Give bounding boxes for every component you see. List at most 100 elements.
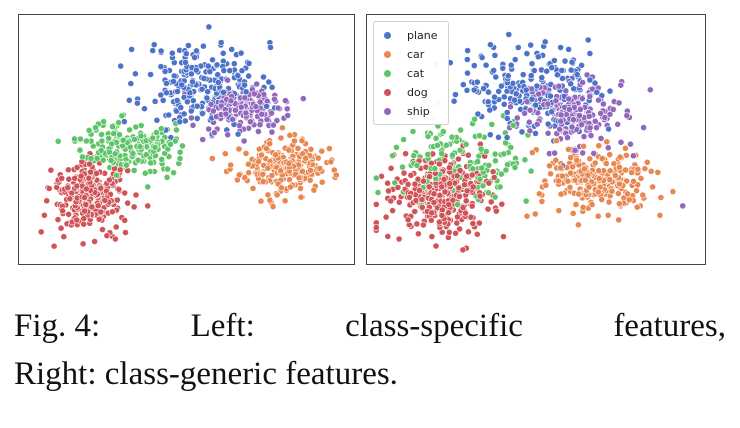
point-ship: [601, 114, 609, 121]
point-car: [606, 167, 614, 175]
point-cat: [448, 133, 456, 141]
point-plane: [141, 105, 148, 113]
point-car: [302, 154, 310, 162]
point-car: [623, 177, 631, 185]
point-ship: [679, 202, 687, 210]
point-plane: [134, 99, 141, 107]
point-car: [656, 211, 664, 219]
point-cat: [129, 149, 137, 157]
point-dog: [456, 167, 464, 174]
point-plane: [486, 106, 494, 114]
point-car: [287, 183, 294, 191]
point-cat: [105, 134, 113, 142]
point-car: [580, 165, 588, 173]
point-plane: [176, 118, 184, 126]
point-cat: [136, 143, 144, 151]
point-dog: [462, 197, 470, 205]
point-car: [625, 196, 633, 204]
point-cat: [113, 171, 120, 179]
point-car: [259, 170, 267, 178]
point-car: [259, 178, 267, 185]
point-plane: [245, 60, 253, 67]
point-car: [616, 153, 624, 161]
point-plane: [548, 64, 556, 72]
point-dog: [461, 181, 468, 189]
point-plane: [125, 96, 133, 104]
point-ship: [587, 132, 595, 139]
point-dog: [57, 224, 65, 232]
point-car: [249, 184, 257, 192]
point-cat: [424, 133, 432, 140]
point-cat: [410, 152, 418, 160]
point-cat: [149, 134, 157, 142]
point-car: [555, 177, 563, 185]
point-dog: [99, 226, 106, 233]
point-cat: [111, 150, 119, 158]
point-plane: [478, 54, 486, 61]
point-cat: [488, 121, 496, 128]
point-plane: [170, 78, 177, 85]
point-plane: [486, 131, 494, 139]
right-scatter-plot: [372, 31, 687, 254]
point-plane: [464, 69, 471, 77]
point-cat: [372, 174, 380, 182]
point-plane: [230, 60, 238, 68]
point-cat: [462, 140, 470, 148]
point-ship: [564, 134, 571, 141]
caption-word: Fig. 4:: [14, 308, 101, 344]
point-dog: [87, 168, 94, 176]
point-dog: [45, 185, 53, 192]
figure-caption: Fig. 4: Left: class-specific features, R…: [14, 302, 726, 398]
point-plane: [565, 46, 572, 53]
point-plane: [500, 100, 508, 108]
point-dog: [418, 203, 426, 211]
point-plane: [586, 76, 594, 84]
point-ship: [229, 115, 236, 123]
point-cat: [393, 143, 400, 151]
point-ship: [615, 99, 623, 107]
point-dog: [59, 207, 66, 215]
point-plane: [174, 88, 181, 95]
point-plane: [182, 50, 190, 58]
point-plane: [490, 67, 498, 74]
point-dog: [454, 213, 461, 221]
point-car: [643, 158, 651, 166]
point-cat: [92, 124, 99, 131]
point-car: [272, 151, 279, 159]
point-plane: [193, 102, 201, 110]
legend-label-cat: cat: [407, 67, 425, 80]
point-dog: [37, 228, 45, 236]
point-car: [278, 124, 286, 132]
point-dog: [101, 196, 109, 204]
point-car: [273, 191, 281, 199]
point-cat: [97, 146, 105, 154]
point-dog: [81, 194, 88, 201]
point-ship: [557, 117, 565, 125]
point-dog: [112, 235, 119, 243]
point-car: [573, 156, 581, 164]
point-cat: [527, 167, 535, 175]
point-ship: [274, 104, 282, 112]
point-plane: [495, 133, 502, 141]
point-car: [255, 158, 262, 165]
point-car: [594, 188, 602, 196]
legend-marker-ship: [384, 108, 391, 115]
point-dog: [65, 175, 73, 183]
point-plane: [193, 115, 201, 122]
point-dog: [65, 166, 72, 174]
point-dog: [435, 160, 443, 168]
point-dog: [404, 216, 412, 224]
point-car: [604, 211, 612, 219]
point-dog: [68, 189, 76, 197]
legend-marker-cat: [384, 70, 391, 77]
point-cat: [399, 163, 406, 171]
point-dog: [79, 240, 87, 248]
point-car: [669, 188, 677, 195]
point-plane: [173, 97, 181, 104]
point-car: [269, 203, 277, 210]
point-plane: [238, 67, 246, 75]
point-car: [557, 190, 565, 198]
legend-marker-dog: [384, 89, 391, 96]
point-cat: [438, 150, 446, 157]
point-dog: [384, 232, 392, 240]
